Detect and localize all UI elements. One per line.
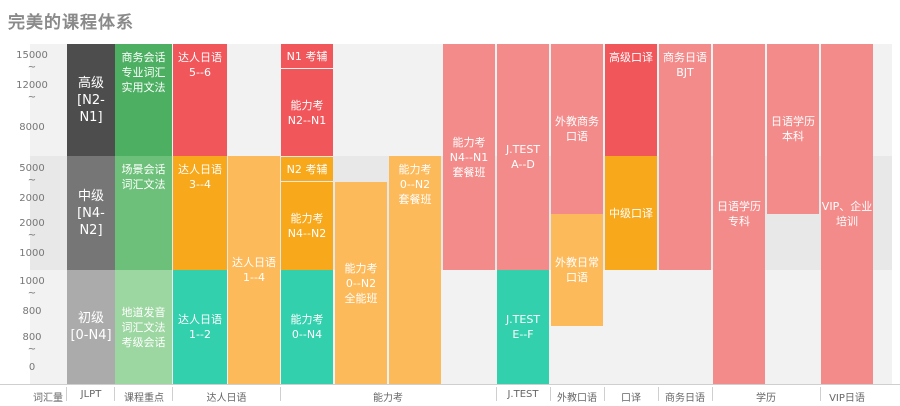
category-vocabulary: 词汇量 [33, 393, 63, 404]
block-nouryoku-n2-n1: 能力考 N2--N1 [281, 69, 333, 156]
category-separator [66, 387, 67, 401]
block-jlpt-intermediate: 中级 [N4-N2] [67, 156, 115, 270]
block-foreign-daily: 外教日常 口语 [551, 214, 603, 326]
block-vip-enterprise: VIP、企业 培训 [821, 44, 873, 384]
y-tick-15000: 15000 ~ [16, 50, 48, 73]
block-n1-coaching: N1 考辅 [281, 44, 333, 68]
y-tick-5000: 5000 ~ [19, 163, 45, 186]
block-jlpt-beginner: 初级 [0-N4] [67, 270, 115, 384]
block-nouryoku-package-n4-n1: 能力考 N4--N1 套餐班 [443, 44, 495, 270]
category-course-focus: 课程重点 [124, 393, 164, 404]
category-separator [658, 387, 659, 401]
y-tick-1000b: 1000 ~ [19, 276, 45, 299]
block-advanced-interpretation: 高级口译 [605, 44, 657, 156]
block-focus-senior: 商务会话 专业词汇 实用文法 [115, 44, 172, 156]
block-focus-beginner: 地道发音 词汇文法 考级会话 [115, 270, 172, 384]
y-tick-8000: 8000 [19, 122, 45, 133]
block-daren-5-6: 达人日语 5--6 [173, 44, 227, 156]
category-separator [172, 387, 173, 401]
category-separator [604, 387, 605, 401]
y-tick-1000a: 1000 [19, 248, 45, 259]
y-tick-800a: 800 [22, 306, 42, 317]
block-foreign-business: 外教商务 口语 [551, 44, 603, 214]
block-business-japanese-bjt: 商务日语 BJT [659, 44, 711, 270]
category-jtest: J.TEST [507, 389, 539, 400]
y-tick-2000a: 2000 [19, 193, 45, 204]
block-jtest-e-f: J.TEST E--F [497, 270, 549, 384]
block-jlpt-senior: 高级 [N2-N1] [67, 44, 115, 156]
block-academic-diploma: 日语学历 专科 [713, 44, 765, 384]
y-tick-0: 0 [28, 362, 36, 373]
category-separator [280, 387, 281, 401]
block-jtest-a-d: J.TEST A--D [497, 44, 549, 270]
block-nouryoku-0-n4: 能力考 0--N4 [281, 270, 333, 384]
category-separator [496, 387, 497, 401]
category-nouryoku: 能力考 [373, 393, 403, 404]
block-academic-bachelor: 日语学历 本科 [767, 44, 819, 214]
category-jlpt: JLPT [80, 389, 102, 400]
block-nouryoku-full-course: 能力考 0--N2 全能班 [335, 182, 387, 384]
category-foreign-oral: 外教口语 [557, 393, 597, 404]
category-business: 商务日语 [665, 393, 705, 404]
category-vip: VIP日语 [829, 393, 865, 404]
y-tick-800b: 800 ~ [22, 332, 42, 355]
category-interpretation: 口译 [621, 393, 641, 404]
block-nouryoku-n4-n2: 能力考 N4--N2 [281, 182, 333, 270]
block-focus-intermediate: 场景会话 词汇文法 [115, 156, 172, 270]
category-daren: 达人日语 [206, 393, 247, 404]
y-tick-12000: 12000 ~ [16, 80, 48, 103]
block-daren-3-4: 达人日语 3--4 [173, 156, 227, 270]
block-n2-coaching: N2 考辅 [281, 157, 333, 181]
category-academic: 学历 [756, 393, 776, 404]
block-daren-1-2: 达人日语 1--2 [173, 270, 227, 384]
category-axis: 词汇量 JLPT 课程重点 达人日语 能力考 J.TEST 外教口语 口译 商务日语 学历 VIP日… [0, 384, 900, 405]
category-separator [550, 387, 551, 401]
y-tick-2000b: 2000 ~ [19, 218, 45, 241]
category-separator [114, 387, 115, 401]
block-nouryoku-package-0-n2: 能力考 0--N2 套餐班 [389, 156, 441, 384]
block-intermediate-interpretation: 中级口译 [605, 156, 657, 270]
category-separator [820, 387, 821, 401]
page-title: 完美的课程体系 [8, 13, 134, 33]
category-separator [712, 387, 713, 401]
block-daren-1-4: 达人日语 1--4 [228, 156, 280, 384]
